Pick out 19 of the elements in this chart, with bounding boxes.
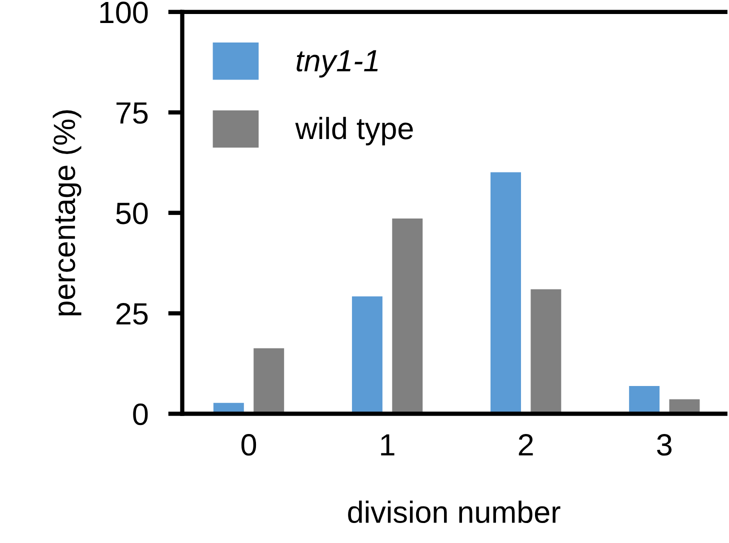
bar bbox=[352, 296, 382, 414]
bar bbox=[629, 386, 660, 414]
x-tick-label: 2 bbox=[518, 434, 533, 456]
y-tick-label: 25 bbox=[116, 303, 148, 325]
y-axis-title: percentage (%) bbox=[52, 110, 82, 316]
legend-label: wild type bbox=[295, 116, 413, 146]
x-tick-label: 1 bbox=[381, 434, 394, 456]
y-tick-label: 75 bbox=[116, 102, 148, 124]
bar bbox=[490, 172, 521, 414]
legend-label: tny1-1 bbox=[296, 50, 378, 78]
bar bbox=[392, 218, 423, 414]
bar bbox=[254, 348, 284, 414]
x-axis-title: division number bbox=[348, 500, 560, 524]
y-tick-label: 100 bbox=[100, 2, 148, 24]
y-tick-label: 0 bbox=[133, 404, 148, 426]
x-tick-label: 3 bbox=[657, 434, 672, 456]
y-tick-label: 50 bbox=[116, 202, 148, 224]
x-tick-label: 0 bbox=[241, 434, 256, 456]
bar bbox=[530, 289, 562, 414]
